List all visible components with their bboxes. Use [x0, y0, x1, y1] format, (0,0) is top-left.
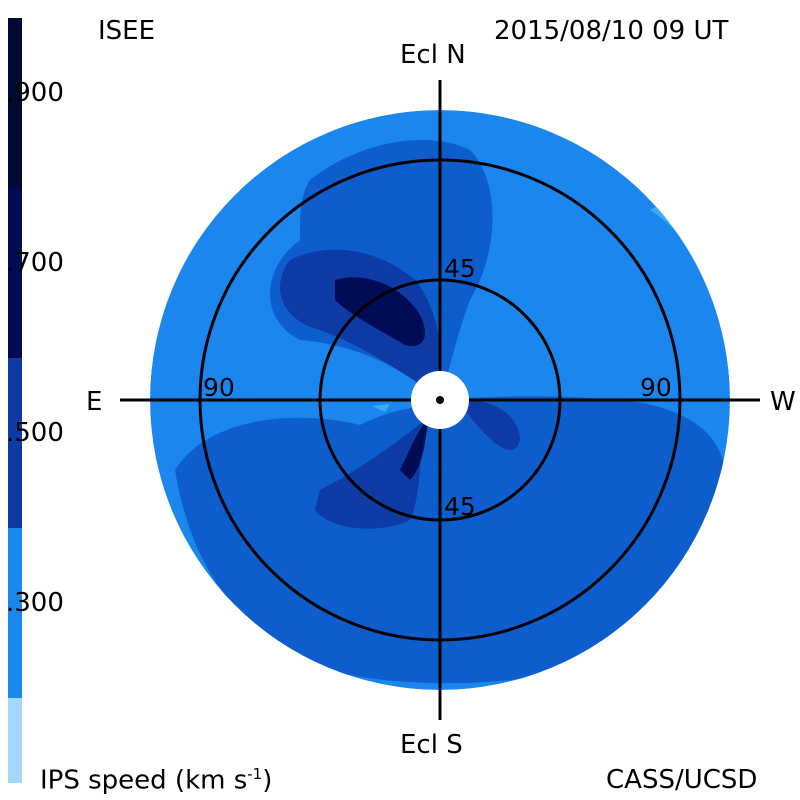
colorbar-title: IPS speed (km s-1)	[40, 767, 272, 794]
peak-speed-region-south	[400, 420, 428, 480]
ring-label-outer-east: 90	[203, 373, 235, 402]
speed-color-scale	[8, 18, 22, 783]
mid-speed-region-south	[175, 396, 725, 684]
sun-center-dot	[436, 396, 444, 404]
colorbar-title-close: )	[262, 765, 273, 796]
scale-segment-300	[8, 528, 22, 698]
peak-speed-region-north	[335, 277, 425, 346]
scale-segment-900plus	[8, 18, 22, 188]
colorbar-title-text: IPS speed (km s	[40, 765, 248, 796]
org-label: ISEE	[98, 16, 156, 46]
elongation-ring-45	[318, 278, 562, 522]
colorbar-title-exponent: -1	[247, 765, 263, 783]
timestamp-label: 2015/08/10 09 UT	[494, 16, 729, 46]
high-speed-region-west	[465, 400, 520, 450]
high-speed-region-southeast	[315, 420, 425, 529]
scale-segment-800	[8, 188, 22, 358]
low-speed-spot	[372, 404, 390, 412]
direction-north-label: Ecl N	[400, 40, 466, 70]
ring-label-outer-west: 90	[640, 373, 672, 402]
credit-label: CASS/UCSD	[606, 765, 758, 795]
scale-tick-label: .900	[6, 78, 64, 108]
scale-tick-label: .500	[6, 418, 64, 448]
direction-east-label: E	[86, 387, 103, 417]
elongation-ring-90	[198, 158, 682, 642]
ring-label-inner-south: 45	[444, 492, 476, 521]
direction-west-label: W	[770, 387, 796, 417]
ring-label-inner-north: 45	[444, 254, 476, 283]
scale-tick-label: .700	[6, 248, 64, 278]
scale-tick-label: .300	[6, 588, 64, 618]
scale-segment-100	[8, 698, 22, 783]
direction-south-label: Ecl S	[400, 730, 463, 760]
scale-segment-500	[8, 358, 22, 528]
